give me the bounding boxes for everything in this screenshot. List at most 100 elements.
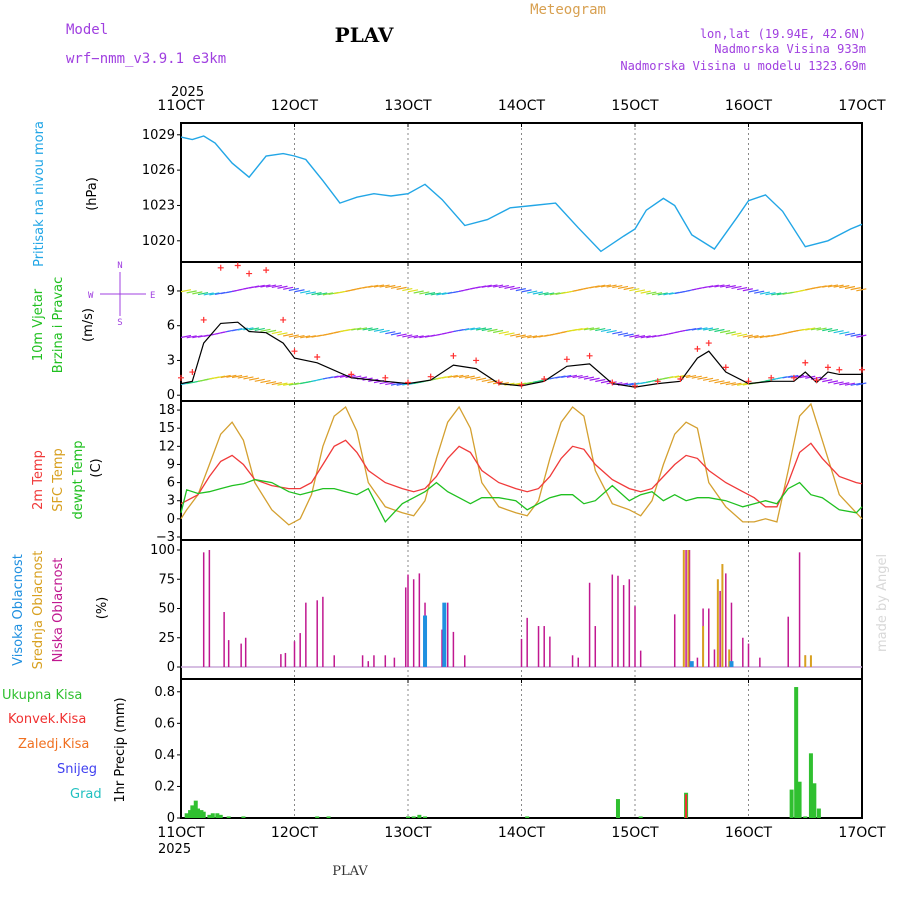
wind-gust-marker [450,352,457,359]
wind-arrow [271,330,282,335]
wind-gust-marker [790,374,797,381]
wind-arrow [805,327,816,331]
precip-bar [218,814,223,818]
cloud-bar [742,637,744,667]
wind-arrow [180,334,192,339]
wind-arrow [827,284,839,288]
wind-arrow [737,286,748,291]
y-tick-label: 6 [167,319,175,334]
wind-arrow [266,284,277,288]
wind-arrow [754,290,765,294]
wind-arrow [510,286,521,291]
cloud-bar [373,655,375,667]
wind-arrow [464,375,475,379]
y-tick-label: 1020 [142,234,175,249]
wind-arrow [305,291,316,295]
precip-bar [525,816,530,818]
wind-arrow [368,284,379,288]
wind-arrow [260,328,271,332]
cloud-bar [384,655,387,667]
y-tick-label: 0.8 [154,685,175,700]
precip-bar [797,781,802,818]
cloud-bar [393,657,396,667]
precip-bar [794,687,799,818]
wind-arrow [600,328,612,333]
wind-gust-marker [677,375,684,382]
wind-arrow [589,327,600,331]
cloud-bar [333,655,335,667]
cloud-bar [594,626,597,667]
wind-gust-marker [263,267,270,274]
y-tick-label: 50 [158,602,175,617]
x-label-bottom: 16OCT [725,825,773,841]
precip-bar [812,783,817,818]
y-tick-label: 9 [167,284,175,299]
wind-arrow [385,331,396,335]
wind-gust-marker [632,382,638,389]
precip-bar [241,816,246,818]
temp-unit: (C) [89,458,104,477]
wind-arrow [617,285,629,289]
wind-arrow [396,286,407,290]
wind-arrow [532,291,543,295]
x-label-top: 11OCT [157,98,205,114]
cloud-bar [809,655,812,667]
wind-arrow [288,287,299,292]
wind-arrow [549,292,560,296]
wind-arrow [634,289,646,293]
precip-bar [188,810,193,818]
wind-arrow [697,327,708,331]
wind-arrow [651,292,663,296]
wind-arrow [742,288,753,292]
wind-arrow [385,381,396,386]
wind-arrow [708,328,719,332]
model-label: Model [66,22,108,38]
wind-gust-marker [234,262,241,269]
wind-arrow [731,332,742,336]
wind-gust-marker [518,381,525,388]
compass-icon: N W E S [88,261,155,328]
footer-station: PLAV [332,864,368,879]
precip-bar [315,816,320,818]
y-tick-label: 0 [167,388,175,403]
wind-arrow [226,374,237,378]
wind-arrow [248,377,260,381]
wind-arrow [572,374,583,379]
y-tick-label: 0.6 [154,716,175,731]
wind-arrow [617,332,629,336]
wind-arrow [578,327,589,331]
wind-arrow [373,284,385,288]
wind-arrow [810,327,822,331]
precip-bar [803,816,808,818]
cloud-bar [719,590,721,667]
wind-arrow [481,284,492,288]
precip-bar [226,816,231,818]
cloud-bar [322,596,324,667]
precip-bar [417,814,422,818]
wind-arrow [481,327,492,332]
wind-arrow [708,284,719,288]
wind-arrow [737,382,748,386]
wind-arrow [833,330,844,334]
wind-arrow [839,382,850,386]
wind-arrow [464,327,475,331]
cloud-bar [689,661,694,667]
wind-arrow [612,331,623,335]
wind-gust-marker [405,379,411,386]
year-top: 2025 [171,85,204,100]
wind-label-1: 10m Vjetar [31,288,46,361]
cloud-label-mid: Srednja Oblacnost [31,551,46,670]
wind-arrow [657,292,668,296]
precip-bar [615,799,620,818]
wind-arrow [583,376,595,380]
wind-arrow [390,332,402,336]
wind-arrow [856,288,867,292]
wind-arrow [294,289,305,293]
cloud-bar [682,550,685,667]
cloud-bar [464,655,466,667]
cloud-bar [227,640,230,667]
precip-bar [193,800,198,818]
cloud-bar [713,649,716,667]
wind-arrow [720,330,731,334]
wind-arrow [521,289,532,293]
